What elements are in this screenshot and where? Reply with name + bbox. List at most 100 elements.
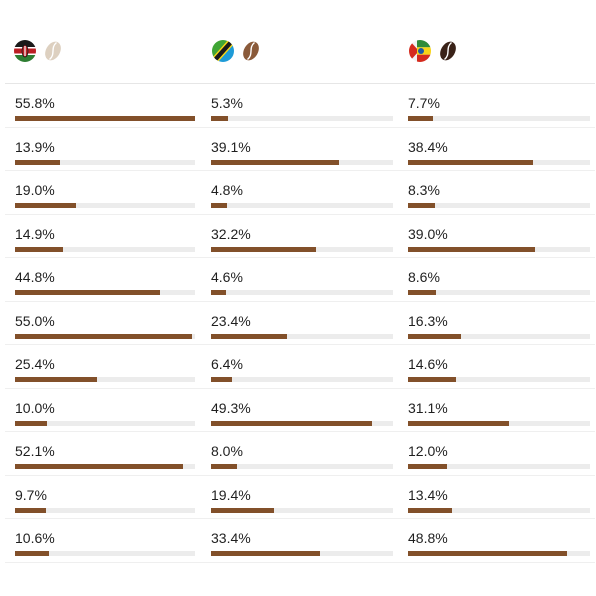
percentage-value: 48.8% — [408, 530, 448, 546]
percentage-bar-fill — [15, 116, 195, 121]
table-cell-tanzania: 33.4% — [211, 519, 393, 562]
percentage-bar-fill — [15, 246, 64, 252]
table-cell-ethiopia: 48.8% — [408, 519, 590, 562]
percentage-value: 25.4% — [15, 356, 55, 372]
percentage-bar-track — [15, 420, 195, 426]
percentage-value: 8.0% — [211, 443, 243, 459]
percentage-value: 7.7% — [408, 95, 440, 111]
percentage-bar-fill — [408, 246, 536, 252]
percentage-value: 6.4% — [211, 356, 243, 372]
percentage-bar-track — [408, 246, 590, 252]
percentage-value: 16.3% — [408, 312, 448, 329]
percentage-bar-fill — [408, 203, 436, 208]
percentage-bar-track — [15, 333, 195, 339]
percentage-bar-track — [15, 464, 195, 469]
percentage-value: 5.3% — [211, 95, 243, 111]
table-row: 10.0% 49.3% 31.1% — [5, 389, 595, 432]
percentage-bar-track — [15, 203, 195, 208]
table-cell-ethiopia: 7.7% — [408, 84, 590, 127]
percentage-bar-track — [408, 203, 590, 208]
percentage-bar-track — [15, 551, 195, 556]
table-cell-kenya: 19.0% — [15, 171, 195, 214]
percentage-bar-track — [15, 377, 195, 382]
table-row: 55.8% 5.3% 7.7% — [5, 84, 595, 128]
table-cell-ethiopia: 16.3% — [408, 302, 590, 345]
percentage-bar-track — [211, 507, 393, 513]
percentage-value: 4.8% — [211, 182, 243, 198]
percentage-bar-track — [408, 116, 590, 121]
percentage-value: 49.3% — [211, 399, 251, 416]
percentage-value: 13.9% — [15, 138, 55, 155]
table-cell-tanzania: 49.3% — [211, 389, 393, 432]
percentage-bar-fill — [408, 507, 452, 513]
table-cell-ethiopia: 39.0% — [408, 215, 590, 258]
table-cell-ethiopia: 12.0% — [408, 432, 590, 475]
percentage-bar-fill — [211, 377, 232, 382]
percentage-bar-track — [408, 507, 590, 513]
table-cell-ethiopia: 14.6% — [408, 345, 590, 388]
percentage-bar-track — [211, 464, 393, 469]
percentage-bar-fill — [15, 290, 160, 295]
column-header-kenya[interactable] — [14, 38, 64, 64]
table-cell-ethiopia: 8.3% — [408, 171, 590, 214]
table-cell-ethiopia: 38.4% — [408, 128, 590, 171]
column-header-ethiopia[interactable] — [409, 38, 459, 64]
table-cell-kenya: 14.9% — [15, 215, 195, 258]
table-row: 9.7% 19.4% 13.4% — [5, 476, 595, 519]
percentage-bar-fill — [211, 420, 372, 426]
percentage-value: 8.3% — [408, 182, 440, 198]
table-cell-kenya: 10.0% — [15, 389, 195, 432]
percentage-bar-track — [408, 333, 590, 339]
percentage-value: 55.8% — [15, 95, 55, 111]
percentage-bar-fill — [211, 159, 339, 165]
table-cell-tanzania: 39.1% — [211, 128, 393, 171]
table-cell-tanzania: 5.3% — [211, 84, 393, 127]
percentage-bar-track — [408, 377, 590, 382]
table-cell-tanzania: 4.6% — [211, 258, 393, 301]
percentage-bar-fill — [408, 377, 456, 382]
percentage-value: 9.7% — [15, 486, 47, 503]
percentage-value: 39.1% — [211, 138, 251, 155]
column-header-tanzania[interactable] — [212, 38, 262, 64]
table-cell-kenya: 10.6% — [15, 519, 195, 562]
table-cell-kenya: 52.1% — [15, 432, 195, 475]
table-cell-tanzania: 32.2% — [211, 215, 393, 258]
percentage-bar-track — [211, 551, 393, 556]
percentage-bar-fill — [408, 464, 448, 469]
percentage-value: 52.1% — [15, 443, 55, 459]
kenya-flag-icon — [14, 40, 36, 62]
percentage-bar-fill — [15, 464, 184, 469]
percentage-bar-track — [211, 333, 393, 339]
percentage-value: 14.9% — [15, 225, 55, 242]
percentage-bar-fill — [211, 203, 227, 208]
percentage-value: 44.8% — [15, 269, 55, 285]
table-cell-kenya: 9.7% — [15, 476, 195, 519]
percentage-bar-track — [408, 420, 590, 426]
percentage-bar-fill — [408, 551, 568, 556]
coffee-bean-dark-icon — [437, 40, 459, 62]
percentage-value: 19.4% — [211, 486, 251, 503]
percentage-value: 55.0% — [15, 312, 55, 329]
table-cell-ethiopia: 8.6% — [408, 258, 590, 301]
table-row: 44.8% 4.6% 8.6% — [5, 258, 595, 302]
percentage-bar-track — [15, 116, 195, 121]
percentage-bar-fill — [408, 420, 510, 426]
percentage-value: 31.1% — [408, 399, 448, 416]
percentage-bar-fill — [15, 377, 97, 382]
table-cell-kenya: 55.8% — [15, 84, 195, 127]
table-cell-kenya: 25.4% — [15, 345, 195, 388]
table-cell-kenya: 44.8% — [15, 258, 195, 301]
table-cell-ethiopia: 13.4% — [408, 476, 590, 519]
percentage-bar-fill — [408, 290, 437, 295]
percentage-bar-fill — [15, 507, 47, 513]
table-header — [5, 0, 595, 84]
percentage-bar-fill — [15, 159, 60, 165]
percentage-bar-fill — [211, 464, 238, 469]
table-row: 55.0% 23.4% 16.3% — [5, 302, 595, 345]
percentage-bar-fill — [211, 551, 320, 556]
coffee-bean-medium-icon — [240, 40, 262, 62]
percentage-bar-track — [408, 464, 590, 469]
percentage-bar-fill — [211, 333, 288, 339]
percentage-bar-fill — [211, 246, 317, 252]
table-row: 25.4% 6.4% 14.6% — [5, 345, 595, 389]
